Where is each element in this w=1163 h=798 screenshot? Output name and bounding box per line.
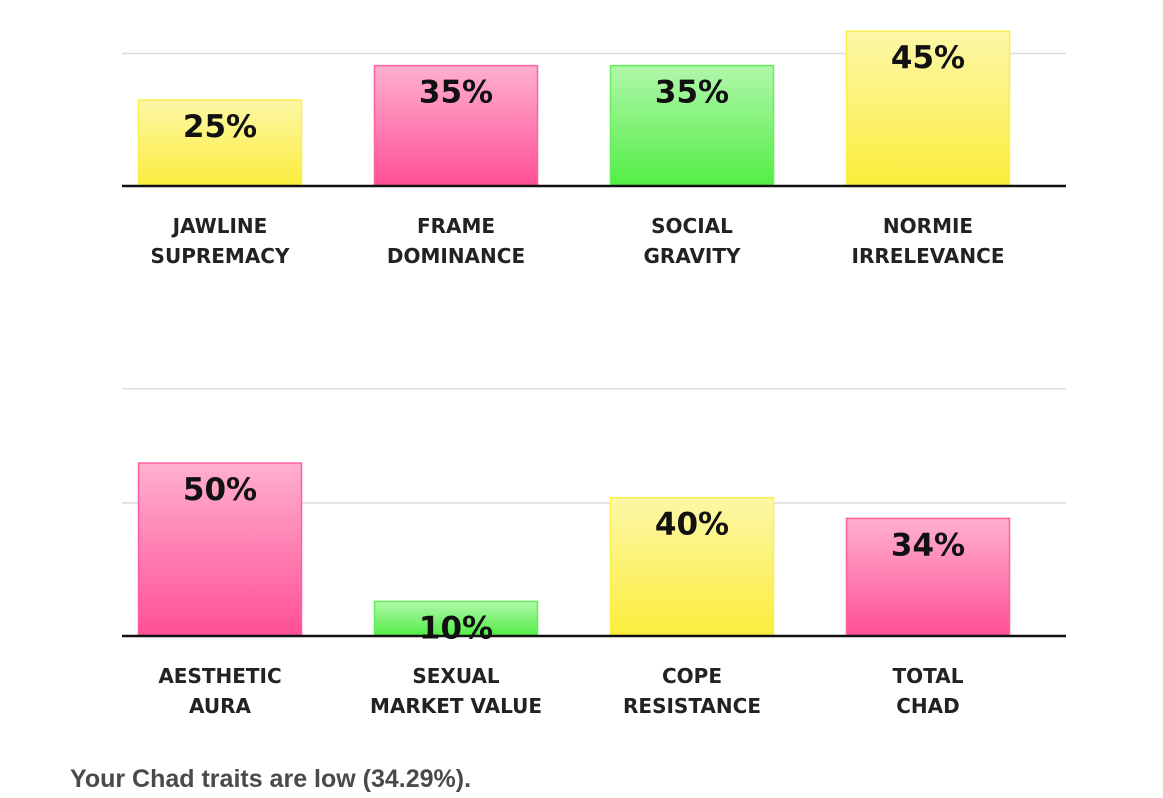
value-label: 25% xyxy=(183,109,257,145)
category-label: COPE xyxy=(662,664,722,688)
category-label: RESISTANCE xyxy=(623,694,761,718)
value-label: 40% xyxy=(655,507,729,543)
value-label: 50% xyxy=(183,472,257,508)
bar xyxy=(137,462,303,637)
value-label: 35% xyxy=(419,75,493,111)
value-label: 10% xyxy=(419,610,493,646)
category-label: DOMINANCE xyxy=(387,244,525,268)
category-label: IRRELEVANCE xyxy=(852,244,1005,268)
bar xyxy=(845,517,1011,637)
category-label: SEXUAL xyxy=(412,664,500,688)
value-label: 45% xyxy=(891,40,965,76)
category-label: FRAME xyxy=(417,214,495,238)
value-label: 34% xyxy=(891,527,965,563)
bar xyxy=(609,496,775,637)
category-label: AURA xyxy=(189,694,252,718)
category-label: TOTAL xyxy=(893,664,964,688)
category-label: JAWLINE xyxy=(171,214,268,238)
category-label: CHAD xyxy=(896,694,960,718)
category-label: MARKET VALUE xyxy=(370,694,542,718)
bar xyxy=(373,600,539,637)
summary-text: Your Chad traits are low (34.29%). xyxy=(70,765,471,793)
category-label: SOCIAL xyxy=(651,214,733,238)
category-label: SUPREMACY xyxy=(151,244,290,268)
category-label: NORMIE xyxy=(883,214,973,238)
bar xyxy=(845,30,1011,187)
value-label: 35% xyxy=(655,75,729,111)
category-label: AESTHETIC xyxy=(158,664,281,688)
bar xyxy=(373,64,539,187)
category-label: GRAVITY xyxy=(644,244,742,268)
